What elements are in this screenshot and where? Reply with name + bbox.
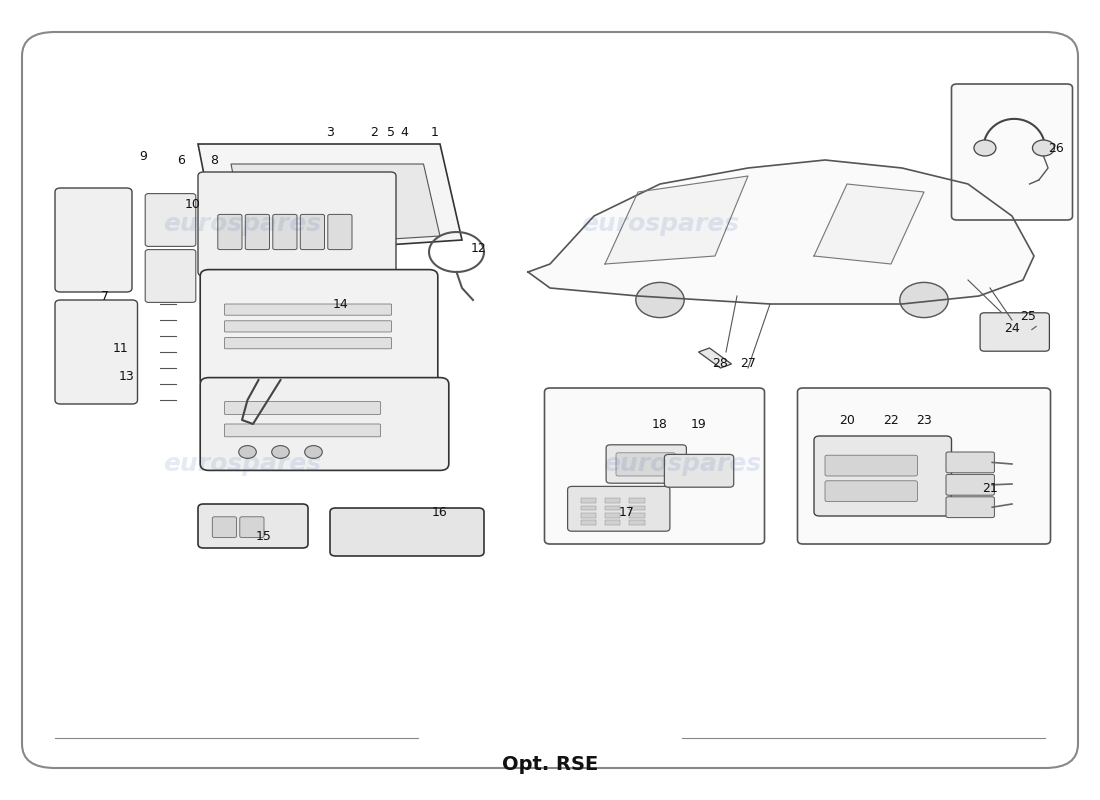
FancyBboxPatch shape <box>200 270 438 386</box>
FancyBboxPatch shape <box>55 300 138 404</box>
FancyBboxPatch shape <box>224 321 392 332</box>
FancyBboxPatch shape <box>330 508 484 556</box>
FancyBboxPatch shape <box>825 455 917 476</box>
Bar <box>629 506 645 510</box>
Text: 15: 15 <box>256 530 272 542</box>
Text: 7: 7 <box>100 290 109 302</box>
Polygon shape <box>198 144 462 256</box>
FancyBboxPatch shape <box>606 445 686 483</box>
Text: 4: 4 <box>400 126 409 138</box>
FancyBboxPatch shape <box>224 402 381 414</box>
Text: 12: 12 <box>471 242 486 254</box>
Text: 14: 14 <box>333 298 349 310</box>
Text: 5: 5 <box>386 126 395 138</box>
Text: 18: 18 <box>652 418 668 430</box>
Polygon shape <box>231 164 440 248</box>
FancyBboxPatch shape <box>224 304 392 315</box>
Text: 27: 27 <box>740 358 756 370</box>
Text: eurospares: eurospares <box>163 452 321 476</box>
Text: 20: 20 <box>839 414 855 426</box>
Text: 9: 9 <box>139 150 147 162</box>
Circle shape <box>900 282 948 318</box>
FancyBboxPatch shape <box>245 214 270 250</box>
FancyBboxPatch shape <box>300 214 324 250</box>
Text: 6: 6 <box>177 154 186 166</box>
FancyBboxPatch shape <box>145 250 196 302</box>
Text: 25: 25 <box>1021 310 1036 322</box>
Polygon shape <box>698 348 732 368</box>
FancyBboxPatch shape <box>145 194 196 246</box>
Circle shape <box>636 282 684 318</box>
FancyBboxPatch shape <box>198 504 308 548</box>
FancyBboxPatch shape <box>328 214 352 250</box>
Text: Opt. RSE: Opt. RSE <box>502 754 598 774</box>
Bar <box>581 506 596 510</box>
Text: 1: 1 <box>430 126 439 138</box>
FancyBboxPatch shape <box>825 481 917 502</box>
Polygon shape <box>528 160 1034 304</box>
FancyBboxPatch shape <box>980 313 1049 351</box>
Bar <box>605 498 620 503</box>
Text: eurospares: eurospares <box>163 212 321 236</box>
Bar <box>629 513 645 518</box>
FancyBboxPatch shape <box>224 424 381 437</box>
Bar <box>581 498 596 503</box>
Text: eurospares: eurospares <box>603 452 761 476</box>
Text: 2: 2 <box>370 126 378 138</box>
Text: 19: 19 <box>691 418 706 430</box>
Text: 24: 24 <box>1004 322 1020 334</box>
Bar <box>605 506 620 510</box>
FancyBboxPatch shape <box>946 452 994 473</box>
Bar <box>605 520 620 525</box>
Text: 13: 13 <box>119 370 134 382</box>
FancyBboxPatch shape <box>798 388 1050 544</box>
Bar <box>605 513 620 518</box>
Text: 8: 8 <box>210 154 219 166</box>
FancyBboxPatch shape <box>240 517 264 538</box>
Text: eurospares: eurospares <box>581 212 739 236</box>
FancyBboxPatch shape <box>568 486 670 531</box>
Text: 17: 17 <box>619 506 635 518</box>
Text: 28: 28 <box>713 358 728 370</box>
Bar <box>629 520 645 525</box>
Bar <box>629 498 645 503</box>
Circle shape <box>239 446 256 458</box>
Text: 22: 22 <box>883 414 899 426</box>
FancyBboxPatch shape <box>55 188 132 292</box>
FancyBboxPatch shape <box>616 453 675 476</box>
Circle shape <box>1033 140 1055 156</box>
FancyBboxPatch shape <box>814 436 952 516</box>
Text: 11: 11 <box>113 342 129 354</box>
FancyBboxPatch shape <box>664 454 734 487</box>
Text: 10: 10 <box>185 198 200 210</box>
Polygon shape <box>814 184 924 264</box>
Polygon shape <box>605 176 748 264</box>
Circle shape <box>272 446 289 458</box>
FancyBboxPatch shape <box>200 378 449 470</box>
Bar <box>581 520 596 525</box>
FancyBboxPatch shape <box>212 517 236 538</box>
FancyBboxPatch shape <box>218 214 242 250</box>
FancyBboxPatch shape <box>22 32 1078 768</box>
Text: 16: 16 <box>432 506 448 518</box>
FancyBboxPatch shape <box>946 497 994 518</box>
Circle shape <box>974 140 996 156</box>
Text: 3: 3 <box>326 126 334 138</box>
Text: 23: 23 <box>916 414 932 426</box>
FancyBboxPatch shape <box>273 214 297 250</box>
FancyBboxPatch shape <box>224 338 392 349</box>
FancyBboxPatch shape <box>544 388 764 544</box>
FancyBboxPatch shape <box>198 172 396 276</box>
Text: 26: 26 <box>1048 142 1064 154</box>
Bar <box>581 513 596 518</box>
FancyBboxPatch shape <box>946 474 994 495</box>
FancyBboxPatch shape <box>952 84 1072 220</box>
Text: 21: 21 <box>982 482 998 494</box>
Circle shape <box>305 446 322 458</box>
